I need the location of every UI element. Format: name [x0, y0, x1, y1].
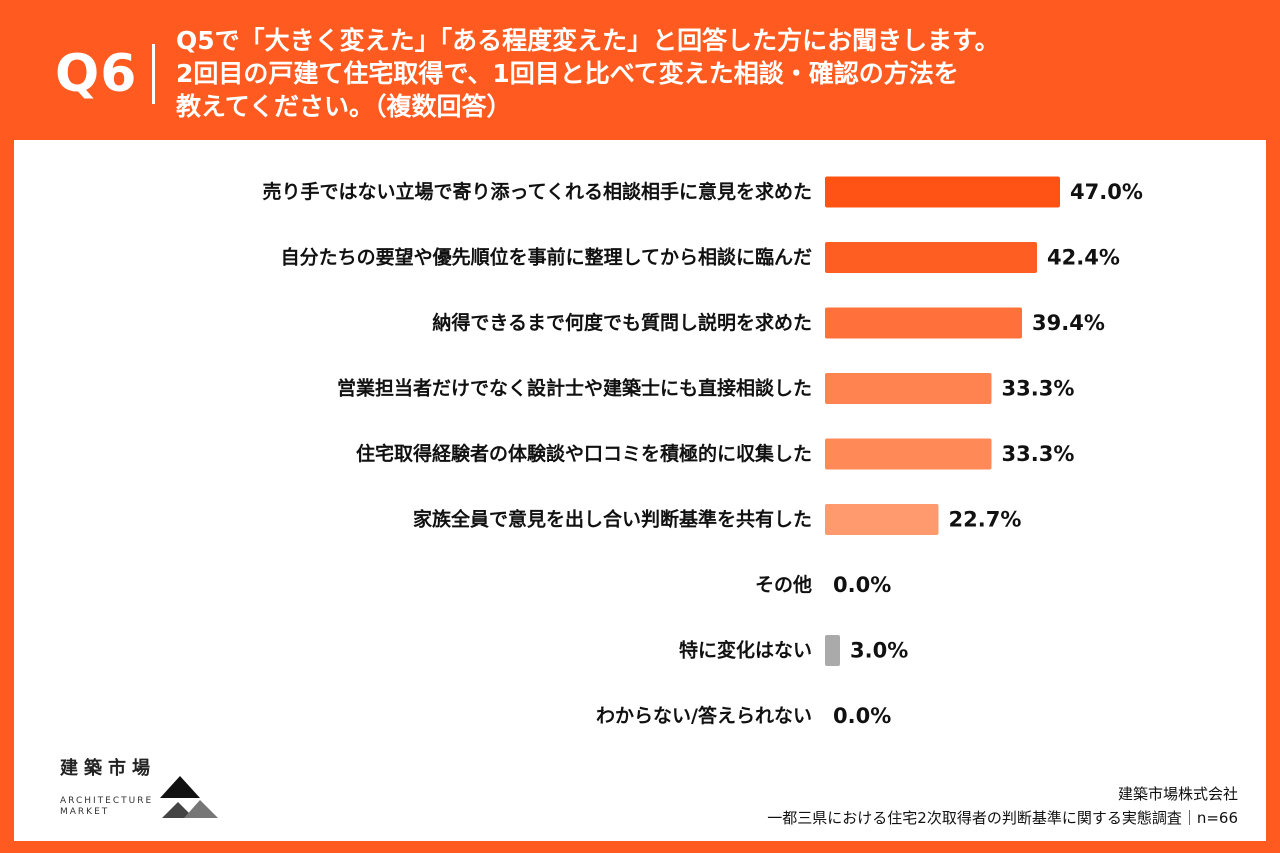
category-label: 納得できるまで何度でも質問し説明を求めた: [432, 311, 812, 334]
value-label: 47.0%: [1070, 180, 1143, 204]
value-label: 0.0%: [833, 573, 891, 597]
question-line: Q5で「大きく変えた」「ある程度変えた」と回答した方にお聞きします。: [176, 26, 1000, 55]
value-label: 42.4%: [1047, 246, 1120, 270]
chart-panel: 売り手ではない立場で寄り添ってくれる相談相手に意見を求めた 47.0% 自分たちの要…: [14, 140, 1266, 841]
value-label: 0.0%: [833, 704, 891, 728]
bar: [825, 438, 992, 470]
value-label: 39.4%: [1032, 311, 1105, 335]
question-line: 2回目の戸建て住宅取得で、1回目と比べて変えた相談・確認の方法を: [176, 59, 959, 88]
value-label: 22.7%: [949, 508, 1022, 532]
category-label: 自分たちの要望や優先順位を事前に整理してから相談に臨んだ: [281, 246, 812, 269]
logo-kanji: 建築市場: [60, 758, 156, 779]
category-label: その他: [755, 573, 812, 596]
bar: [825, 176, 1060, 208]
value-label: 33.3%: [1002, 442, 1075, 466]
bar: [825, 307, 1022, 339]
category-label: 住宅取得経験者の体験談や口コミを積極的に収集した: [356, 442, 812, 465]
value-label: 33.3%: [1002, 377, 1075, 401]
category-label: 家族全員で意見を出し合い判断基準を共有した: [413, 508, 812, 531]
mountain-logo-icon: [160, 776, 218, 818]
category-label: 売り手ではない立場で寄り添ってくれる相談相手に意見を求めた: [263, 180, 812, 203]
question-text: Q5で「大きく変えた」「ある程度変えた」と回答した方にお聞きします。 2回目の戸…: [176, 24, 1236, 123]
bar: [825, 635, 840, 666]
category-label: 営業担当者だけでなく設計士や建築士にも直接相談した: [337, 377, 812, 400]
question-number: Q6: [55, 44, 138, 104]
category-label: わからない/答えられない: [596, 704, 812, 727]
footer-source: 建築市場株式会社 一都三県における住宅2次取得者の判断基準に関する実態調査｜n=…: [767, 782, 1238, 830]
survey-title: 一都三県における住宅2次取得者の判断基準に関する実態調査｜n=66: [767, 809, 1238, 827]
header-divider: [152, 44, 155, 104]
logo-english-line-2: MARKET: [60, 807, 110, 817]
bar: [825, 504, 939, 535]
logo-english-line-1: ARCHITECTURE: [60, 796, 154, 806]
company-name: 建築市場株式会社: [1117, 785, 1238, 803]
bar: [825, 242, 1037, 273]
bar-chart: 売り手ではない立場で寄り添ってくれる相談相手に意見を求めた 47.0% 自分たちの要…: [263, 176, 1143, 728]
question-header: Q6 Q5で「大きく変えた」「ある程度変えた」と回答した方にお聞きします。 2回…: [0, 0, 1280, 140]
question-line: 教えてください。（複数回答）: [176, 92, 512, 121]
category-label: 特に変化はない: [679, 639, 812, 662]
value-label: 3.0%: [850, 639, 908, 663]
bar: [825, 373, 992, 404]
company-logo: 建築市場 ARCHITECTURE MARKET: [50, 752, 250, 832]
